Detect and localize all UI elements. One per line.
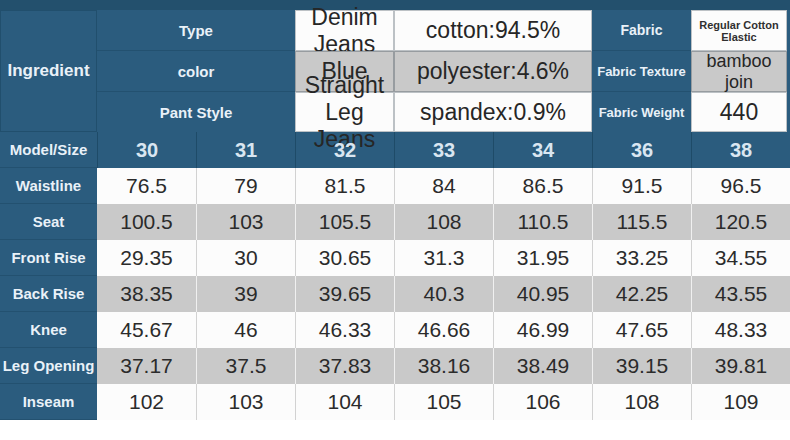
size-cell: 46.66 [394,312,493,348]
pant-style-value: Straight Leg Jeans [295,92,394,132]
size-chart-panel: Type Denim Jeans Ingredient cotton:94.5%… [0,0,790,440]
size-cell: 84 [394,168,493,204]
size-cell: 33.25 [592,240,691,276]
size-cell: 45.67 [97,312,196,348]
row-label-seat: Seat [0,204,97,240]
bottom-margin [0,420,790,440]
size-cell: 91.5 [592,168,691,204]
row-label-waistline: Waistline [0,168,97,204]
fabric-texture-value: bamboo join [691,51,787,92]
size-header-cell-36: 36 [592,132,691,168]
size-header-label: Model/Size [0,132,97,168]
size-header-cell-38: 38 [691,132,790,168]
row-label-back-rise: Back Rise [0,276,97,312]
size-chart-table: Type Denim Jeans Ingredient cotton:94.5%… [0,0,790,420]
size-cell: 40.3 [394,276,493,312]
size-cell: 31.3 [394,240,493,276]
fabric-value: Regular Cotton Elastic [691,10,787,51]
size-cell: 43.55 [691,276,790,312]
size-cell: 105 [394,384,493,420]
row-label-front-rise: Front Rise [0,240,97,276]
size-cell: 38.49 [493,348,592,384]
size-cell: 105.5 [295,204,394,240]
ingredient-value-spandex: spandex:0.9% [394,92,592,132]
size-cell: 109 [691,384,790,420]
size-cell: 30.65 [295,240,394,276]
size-cell: 37.17 [97,348,196,384]
row-label-inseam: Inseam [0,384,97,420]
size-cell: 106 [493,384,592,420]
size-cell: 38.35 [97,276,196,312]
size-header-cell-34: 34 [493,132,592,168]
size-cell: 39.15 [592,348,691,384]
type-label: Type [97,10,295,51]
size-cell: 37.5 [196,348,295,384]
fabric-texture-label: Fabric Texture [592,51,691,92]
size-cell: 81.5 [295,168,394,204]
row-label-knee: Knee [0,312,97,348]
size-cell: 39 [196,276,295,312]
size-cell: 103 [196,204,295,240]
type-value: Denim Jeans [295,10,394,51]
size-cell: 37.83 [295,348,394,384]
color-label: color [97,51,295,92]
size-cell: 120.5 [691,204,790,240]
size-cell: 46.99 [493,312,592,348]
size-cell: 86.5 [493,168,592,204]
size-cell: 76.5 [97,168,196,204]
size-cell: 42.25 [592,276,691,312]
size-cell: 38.16 [394,348,493,384]
size-cell: 96.5 [691,168,790,204]
ingredient-label: Ingredient [0,10,97,132]
ingredient-value-cotton: cotton:94.5% [394,10,592,51]
size-cell: 108 [592,384,691,420]
fabric-label: Fabric [592,10,691,51]
size-cell: 39.65 [295,276,394,312]
pant-style-label: Pant Style [97,92,295,132]
size-header-cell-32: 32 [295,132,394,168]
fabric-weight-value: 440 [691,92,787,132]
size-cell: 29.35 [97,240,196,276]
size-cell: 34.55 [691,240,790,276]
size-header-cell-31: 31 [196,132,295,168]
size-cell: 115.5 [592,204,691,240]
size-header-cell-33: 33 [394,132,493,168]
fabric-weight-label: Fabric Weight [592,92,691,132]
ingredient-value-polyester: polyester:4.6% [394,51,592,92]
size-cell: 31.95 [493,240,592,276]
size-cell: 46.33 [295,312,394,348]
size-cell: 39.81 [691,348,790,384]
size-measurements-section: Model/Size 30 31 32 33 34 36 38 Waistlin… [0,132,790,420]
size-cell: 110.5 [493,204,592,240]
size-cell: 108 [394,204,493,240]
product-info-section: Type Denim Jeans Ingredient cotton:94.5%… [0,10,790,132]
size-cell: 48.33 [691,312,790,348]
size-cell: 46 [196,312,295,348]
size-cell: 30 [196,240,295,276]
size-cell: 104 [295,384,394,420]
size-cell: 102 [97,384,196,420]
size-cell: 103 [196,384,295,420]
size-cell: 79 [196,168,295,204]
size-cell: 47.65 [592,312,691,348]
size-cell: 100.5 [97,204,196,240]
row-label-leg-opening: Leg Opening [0,348,97,384]
size-cell: 40.95 [493,276,592,312]
size-header-cell-30: 30 [97,132,196,168]
